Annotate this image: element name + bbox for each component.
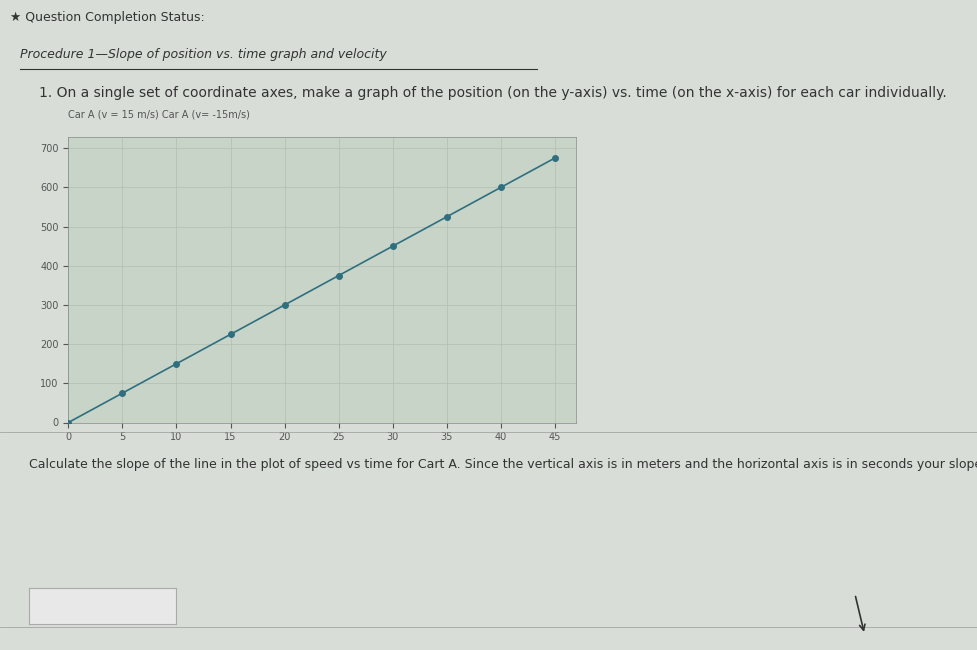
Car A (v = 15 m/s) xyxy=(225,330,236,338)
Car A (v = 15 m/s) xyxy=(116,389,128,397)
Line: Car A (v = 15 m/s): Car A (v = 15 m/s) xyxy=(65,155,558,425)
Car A (v = 15 m/s) xyxy=(278,301,290,309)
Car A (v = 15 m/s) xyxy=(63,419,74,426)
Car A (v = 15 m/s) xyxy=(495,183,507,191)
Text: ★ Question Completion Status:: ★ Question Completion Status: xyxy=(10,11,204,24)
Car A (v = 15 m/s) xyxy=(549,154,561,162)
Car A (v = 15 m/s) xyxy=(441,213,452,221)
Text: Car A (v = 15 m/s) Car A (v= -15m/s): Car A (v = 15 m/s) Car A (v= -15m/s) xyxy=(68,109,250,120)
Car A (v = 15 m/s) xyxy=(171,360,183,368)
Text: Calculate the slope of the line in the plot of speed vs time for Cart A. Since t: Calculate the slope of the line in the p… xyxy=(29,458,977,471)
Text: Procedure 1—Slope of position vs. time graph and velocity: Procedure 1—Slope of position vs. time g… xyxy=(20,48,386,61)
Car A (v = 15 m/s) xyxy=(387,242,399,250)
Car A (v = 15 m/s) xyxy=(333,272,345,280)
Text: 1. On a single set of coordinate axes, make a graph of the position (on the y-ax: 1. On a single set of coordinate axes, m… xyxy=(39,86,947,100)
